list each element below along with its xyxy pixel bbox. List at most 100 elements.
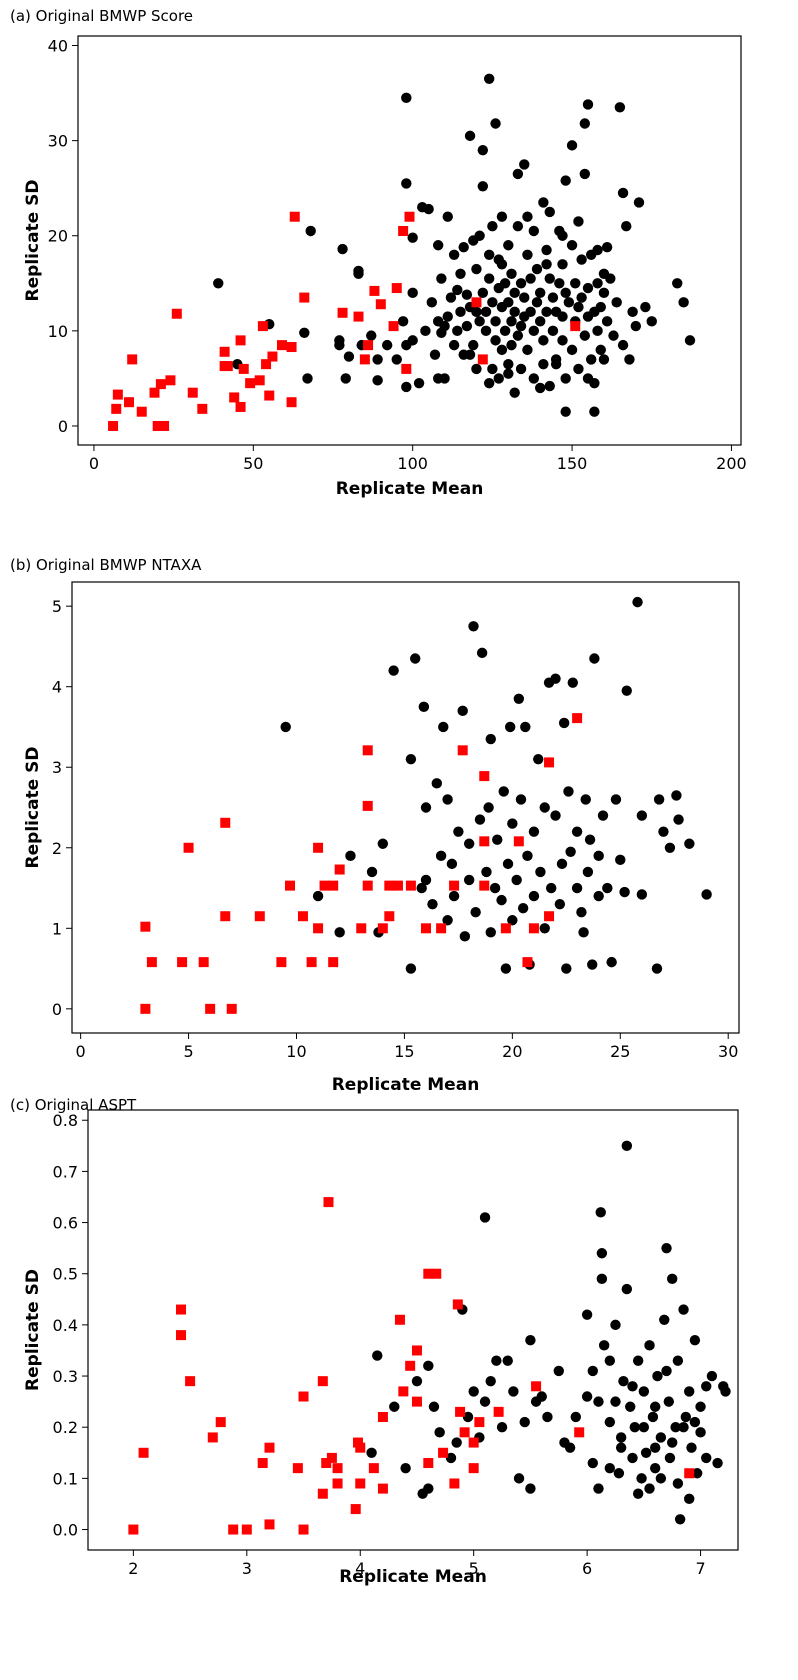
x-tick-label: 6	[582, 1559, 592, 1578]
data-point-circle	[531, 297, 543, 308]
data-point-circle	[560, 287, 571, 299]
data-point-square	[220, 911, 231, 922]
data-point-circle	[582, 99, 594, 110]
x-tick-label: 20	[502, 1042, 522, 1061]
data-point-circle	[400, 1462, 411, 1474]
data-point-circle	[598, 268, 610, 279]
data-point-circle	[496, 1422, 508, 1433]
data-point-circle	[502, 1355, 513, 1366]
data-point-circle	[519, 159, 530, 170]
data-point-circle	[534, 382, 546, 394]
data-point-square	[479, 880, 490, 891]
data-point-circle	[615, 854, 626, 866]
data-point-circle	[534, 287, 546, 299]
data-point-circle	[621, 1140, 633, 1152]
data-point-circle	[459, 931, 471, 942]
data-point-circle	[372, 375, 383, 386]
data-point-circle	[525, 306, 536, 318]
data-point-circle	[672, 278, 683, 289]
data-point-square	[317, 1376, 328, 1387]
data-point-circle	[519, 1416, 530, 1428]
data-point-circle	[581, 1309, 593, 1320]
data-point-circle	[432, 316, 444, 327]
data-point-square	[421, 923, 432, 934]
data-point-square	[528, 923, 539, 934]
data-point-square	[684, 1468, 695, 1479]
data-point-square	[226, 1003, 237, 1014]
data-point-square	[264, 390, 275, 401]
data-point-circle	[499, 278, 511, 289]
data-point-circle	[541, 306, 552, 318]
data-point-circle	[483, 802, 494, 813]
data-point-circle	[610, 794, 622, 805]
x-axis-title: Replicate Mean	[336, 479, 484, 499]
data-point-circle	[506, 268, 517, 279]
y-tick-label: 0.5	[53, 1265, 78, 1284]
data-point-square	[323, 1197, 334, 1208]
data-point-square	[159, 420, 170, 431]
data-point-circle	[587, 959, 598, 970]
data-point-square	[207, 1432, 218, 1443]
data-point-circle	[535, 866, 546, 878]
y-tick-label: 0.7	[53, 1162, 78, 1181]
data-point-circle	[485, 1375, 496, 1387]
data-point-circle	[576, 906, 587, 918]
data-point-circle	[452, 284, 463, 296]
data-point-circle	[542, 1411, 553, 1423]
data-point-circle	[455, 268, 466, 279]
y-tick-label: 0	[58, 417, 68, 436]
data-point-square	[368, 1463, 379, 1474]
data-point-circle	[547, 292, 559, 303]
data-point-circle	[592, 278, 603, 289]
data-point-circle	[573, 363, 584, 375]
data-point-circle	[487, 297, 498, 308]
data-point-square	[245, 378, 256, 389]
data-point-circle	[610, 1319, 621, 1331]
data-point-circle	[570, 1411, 581, 1423]
data-point-circle	[461, 320, 473, 332]
data-point-circle	[649, 1401, 661, 1412]
y-tick-label: 0.2	[53, 1418, 78, 1437]
data-point-circle	[525, 1483, 536, 1494]
data-point-circle	[672, 1478, 684, 1489]
data-point-square	[254, 911, 265, 922]
data-point-square	[423, 1268, 434, 1279]
data-point-circle	[280, 721, 291, 733]
x-tick-label: 7	[695, 1559, 705, 1578]
data-point-circle	[340, 373, 351, 384]
data-point-circle	[578, 927, 589, 938]
chart-panel-a: (a) Original BMWP Score 0 50 100 150 200 0 10 2…	[0, 0, 798, 520]
data-point-circle	[582, 373, 594, 384]
data-point-circle	[663, 1396, 675, 1407]
data-point-circle	[672, 1355, 684, 1366]
data-point-square	[531, 1381, 542, 1392]
data-point-circle	[485, 927, 496, 938]
data-point-circle	[632, 1488, 644, 1499]
data-point-circle	[604, 1462, 616, 1474]
data-point-circle	[653, 794, 665, 805]
data-point-circle	[455, 306, 466, 318]
data-point-circle	[664, 842, 676, 853]
data-point-circle	[483, 249, 495, 260]
data-point-circle	[563, 297, 575, 308]
data-point-circle	[500, 963, 512, 974]
data-point-square	[267, 351, 278, 362]
data-point-circle	[595, 1207, 606, 1218]
data-point-circle	[684, 1386, 695, 1397]
data-point-circle	[480, 306, 492, 318]
data-point-square	[375, 299, 386, 310]
data-point-square	[359, 354, 370, 365]
data-point-square	[298, 1524, 309, 1535]
data-point-square	[254, 375, 265, 386]
data-point-circle	[377, 838, 389, 849]
data-point-circle	[649, 1462, 661, 1474]
data-point-square	[108, 420, 119, 431]
data-point-circle	[513, 693, 525, 704]
data-point-circle	[544, 273, 555, 284]
data-point-circle	[479, 1212, 491, 1223]
data-point-square	[572, 713, 583, 724]
data-point-circle	[366, 866, 378, 878]
data-point-circle	[646, 316, 657, 327]
data-point-square	[219, 346, 230, 357]
data-point-square	[522, 957, 533, 968]
